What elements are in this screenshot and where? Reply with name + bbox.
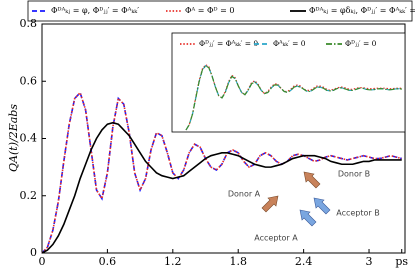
series-line	[185, 64, 403, 131]
donor-a-arrow	[261, 195, 279, 213]
legend-label: Φᴬ = Φᴰ = 0	[185, 6, 234, 15]
y-tick-label: 0.4	[20, 132, 38, 145]
legend-label: Φᴰᴬₖⱼ = φδₖⱼ, Φᴰⱼⱼ′ = Φᴬₖₖ′ = 0	[309, 6, 415, 15]
acceptor-b-arrow	[313, 197, 331, 215]
donor-b-arrow	[303, 171, 321, 189]
legend-label: Φᴰⱼⱼ′ = Φᴬₖₖ′ = 0	[199, 39, 258, 48]
acceptor-a-arrow	[299, 209, 317, 227]
x-tick-label: 2.4	[295, 255, 313, 268]
x-tick-label: 0.6	[99, 255, 117, 268]
y-tick-label: 0.6	[20, 74, 38, 87]
y-tick-label: 0.2	[20, 189, 38, 202]
x-tick-label: 1.8	[229, 255, 247, 268]
series-line	[185, 63, 402, 131]
legend-label: Φᴰᴬₖⱼ = φ, Φᴰⱼⱼ′ = Φᴬₖₖ′	[51, 6, 139, 15]
annotation: Acceptor B	[336, 209, 379, 218]
y-axis-label: QA(t)/2Eabs	[7, 104, 20, 172]
x-tick-label: 1.2	[164, 255, 182, 268]
y-tick-label: 0	[30, 246, 37, 259]
series-line	[41, 121, 402, 254]
legend-box	[27, 0, 413, 22]
x-tick-label: ps	[395, 255, 408, 268]
inset-frame	[171, 32, 406, 133]
annotation: Acceptor A	[254, 234, 298, 243]
annotation: Donor B	[338, 170, 370, 179]
molecule-icons	[261, 171, 331, 227]
legend-label: Φᴰⱼⱼ′ = 0	[345, 39, 377, 48]
y-tick-label: 0.8	[20, 17, 38, 30]
annotation: Donor A	[228, 190, 261, 199]
x-tick-label: 3	[366, 255, 373, 268]
legend-label: Φᴬₖₖ′ = 0	[273, 39, 306, 48]
series-line	[41, 91, 402, 254]
x-tick-label: 0	[39, 255, 46, 268]
